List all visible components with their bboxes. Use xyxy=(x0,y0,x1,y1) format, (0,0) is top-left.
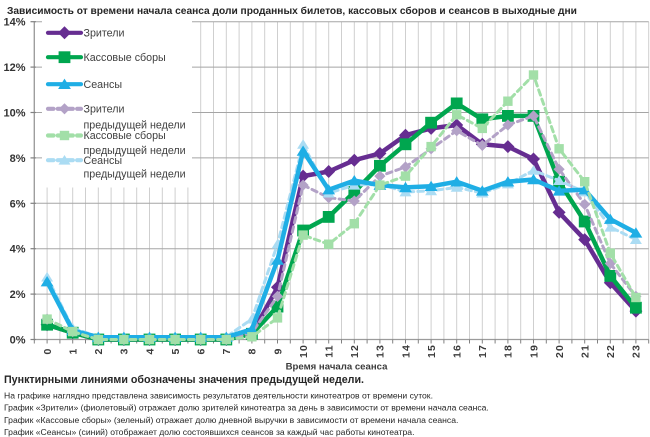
svg-text:предыдущей недели: предыдущей недели xyxy=(84,145,186,157)
svg-text:22: 22 xyxy=(605,344,617,358)
svg-text:19: 19 xyxy=(528,344,540,358)
svg-text:4%: 4% xyxy=(10,244,26,256)
svg-text:Кассовые сборы: Кассовые сборы xyxy=(84,52,166,64)
svg-text:16: 16 xyxy=(452,344,464,358)
svg-text:предыдущей недели: предыдущей недели xyxy=(84,120,186,132)
svg-text:2%: 2% xyxy=(10,289,26,301)
svg-text:17: 17 xyxy=(477,344,489,358)
svg-text:12: 12 xyxy=(349,344,361,358)
svg-text:9: 9 xyxy=(272,347,284,354)
svg-text:Время начала сеанса: Время начала сеанса xyxy=(286,362,389,373)
svg-text:20: 20 xyxy=(554,344,566,358)
svg-text:Зрители: Зрители xyxy=(84,27,125,39)
svg-text:Кассовые сборы: Кассовые сборы xyxy=(84,130,166,142)
svg-text:11: 11 xyxy=(324,344,336,358)
svg-text:График «Зрители» (фиолетовый): График «Зрители» (фиолетовый) отражает д… xyxy=(4,403,489,413)
svg-text:Зрители: Зрители xyxy=(84,104,125,116)
svg-text:предыдущей недели: предыдущей недели xyxy=(84,169,186,181)
svg-text:3: 3 xyxy=(119,347,131,354)
svg-text:График «Сеансы» (синий) отобра: График «Сеансы» (синий) отображает долю … xyxy=(4,427,414,437)
svg-text:0%: 0% xyxy=(10,335,26,347)
svg-text:14: 14 xyxy=(400,344,412,358)
svg-text:0: 0 xyxy=(42,347,54,354)
svg-text:21: 21 xyxy=(580,344,592,358)
svg-text:8: 8 xyxy=(247,347,259,354)
svg-text:График «Кассовые сборы» (зелен: График «Кассовые сборы» (зеленый) отража… xyxy=(4,415,458,425)
svg-text:Пунктирными линиями обозначены: Пунктирными линиями обозначены значения … xyxy=(4,374,364,386)
svg-text:На графике наглядно представле: На графике наглядно представлена зависим… xyxy=(4,390,433,400)
svg-text:Сеансы: Сеансы xyxy=(84,155,123,167)
svg-text:Сеансы: Сеансы xyxy=(84,79,123,91)
svg-text:14%: 14% xyxy=(3,17,25,29)
svg-text:4: 4 xyxy=(144,347,156,354)
svg-text:7: 7 xyxy=(221,347,233,354)
svg-text:1: 1 xyxy=(68,347,80,354)
svg-text:8%: 8% xyxy=(10,153,26,165)
svg-text:10%: 10% xyxy=(3,108,25,120)
svg-text:2: 2 xyxy=(93,347,105,354)
svg-text:10: 10 xyxy=(298,344,310,358)
svg-text:Зависимость от времени начала: Зависимость от времени начала сеанса дол… xyxy=(7,5,577,17)
svg-text:12%: 12% xyxy=(3,62,25,74)
svg-text:23: 23 xyxy=(631,344,643,358)
svg-text:18: 18 xyxy=(503,344,515,358)
svg-text:6: 6 xyxy=(196,347,208,354)
svg-text:5: 5 xyxy=(170,347,182,354)
svg-text:6%: 6% xyxy=(10,198,26,210)
svg-text:15: 15 xyxy=(426,344,438,358)
svg-text:13: 13 xyxy=(375,344,387,358)
